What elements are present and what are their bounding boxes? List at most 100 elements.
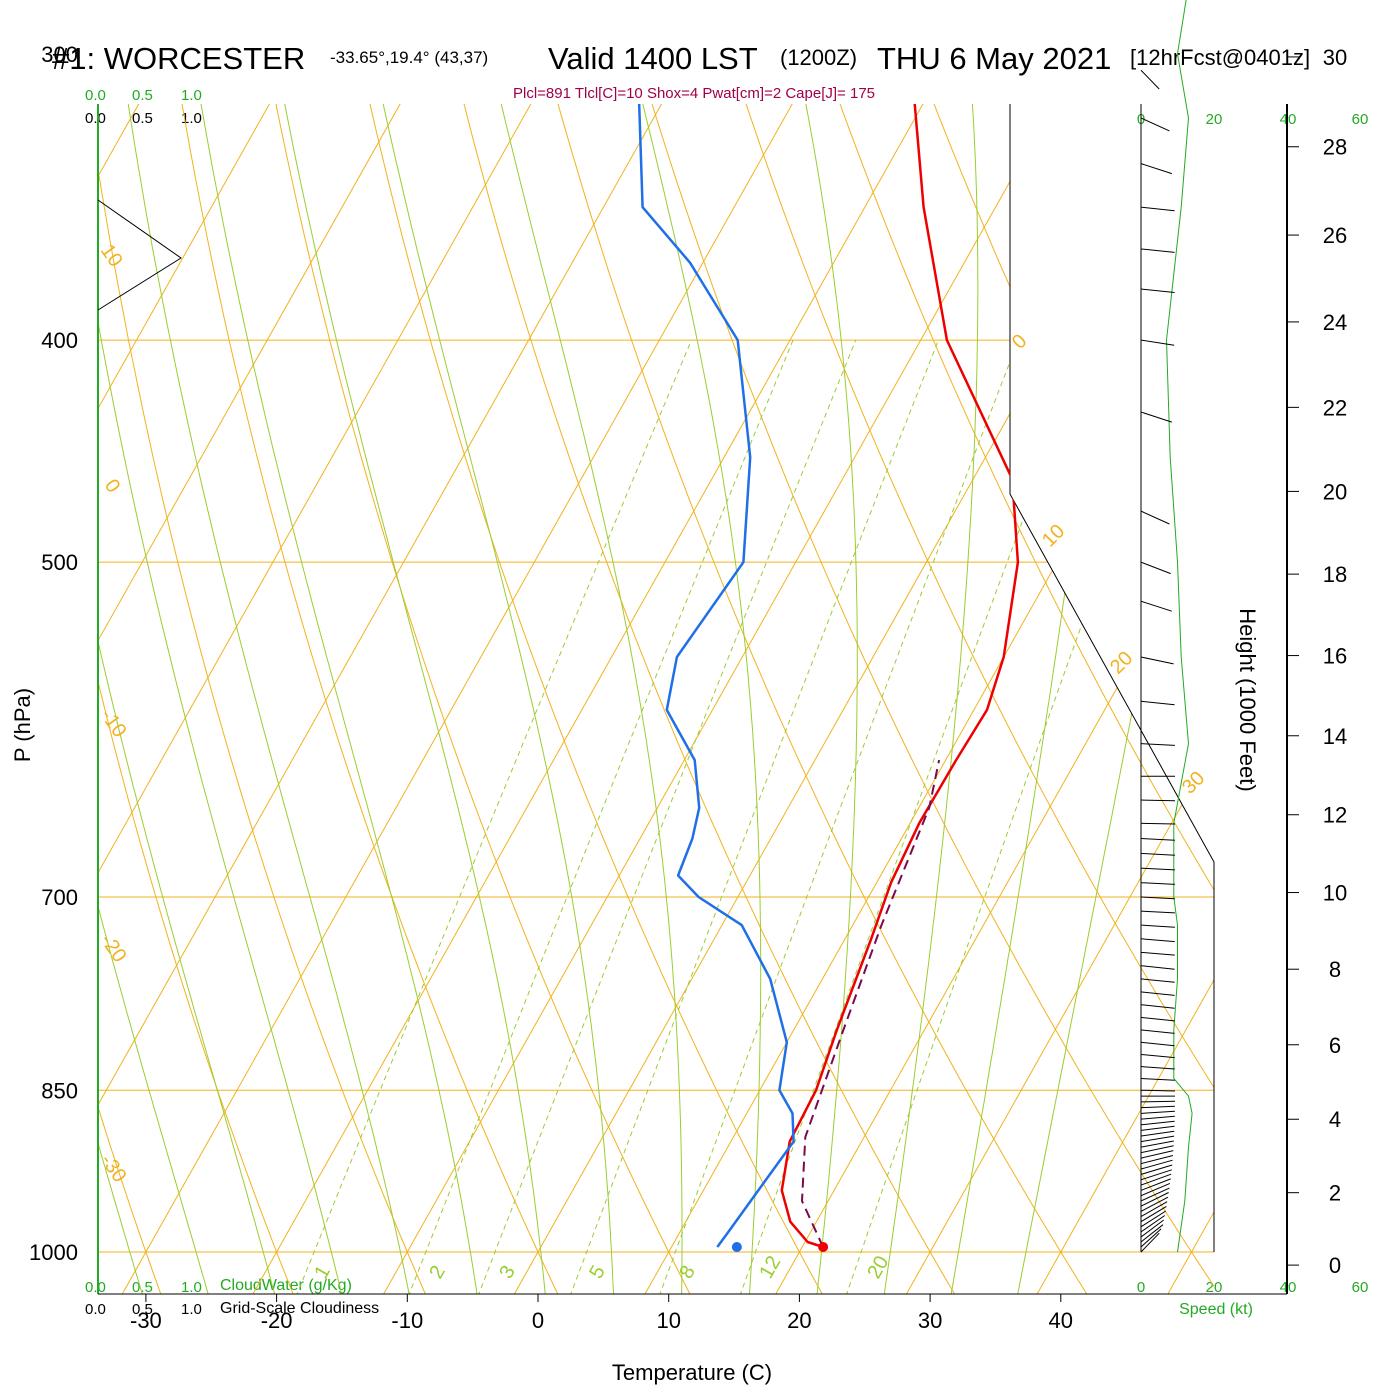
wind-barb xyxy=(1140,1232,1160,1253)
wind-barb xyxy=(1140,978,1175,983)
wind-barb xyxy=(1140,163,1172,175)
isotherm-line xyxy=(1269,0,1400,1347)
height-tick-label: 24 xyxy=(1323,310,1347,335)
wind-barb xyxy=(1140,288,1175,293)
moist-adiabat-line xyxy=(226,104,551,1294)
x-tick-label: -10 xyxy=(391,1308,423,1333)
wind-barb xyxy=(1140,206,1175,212)
wind-barb xyxy=(1140,1192,1169,1207)
x-tick-label: 40 xyxy=(1049,1308,1073,1333)
speed-tick-top-60: 60 xyxy=(1352,111,1369,128)
wind-barb xyxy=(1140,700,1175,706)
x-tick-label: 30 xyxy=(918,1308,942,1333)
mixing-ratio-line xyxy=(275,339,692,1294)
wind-barb xyxy=(1140,1201,1168,1217)
moist-adiabat-line xyxy=(98,104,224,1294)
wind-speed-profile xyxy=(1165,0,1193,1253)
dewpoint-profile xyxy=(494,104,795,1248)
wind-barb xyxy=(1140,1150,1174,1159)
wind-barb xyxy=(1140,951,1175,956)
dry-adiabat-line xyxy=(0,0,46,1347)
speed-tick-top-20: 20 xyxy=(1206,111,1223,128)
wind-barb xyxy=(1140,1182,1171,1197)
mixing-ratio-label: 8 xyxy=(675,1262,700,1283)
wind-barb xyxy=(1140,1125,1175,1131)
wind-barb xyxy=(1140,1145,1174,1154)
wind-barb xyxy=(1140,1016,1175,1022)
dry-adiabat-label: 0 xyxy=(100,475,124,497)
isotherm-line xyxy=(1006,104,1214,1294)
cloudiness-tick-3: 1.0 xyxy=(181,1301,202,1318)
isotherm-line xyxy=(98,104,918,1294)
cloudiness-marker xyxy=(97,199,182,311)
wind-barb xyxy=(1140,510,1170,525)
wind-barb xyxy=(1140,1164,1173,1175)
cloud-tick-black-2: 0.5 xyxy=(132,110,153,127)
wind-barb xyxy=(1140,1155,1174,1165)
dry-adiabat-line xyxy=(641,104,1214,1294)
y-axis-label: P (hPa) xyxy=(10,688,35,762)
height-tick-label: 22 xyxy=(1323,395,1347,420)
wind-barb xyxy=(1140,1205,1167,1223)
wind-barb xyxy=(1140,1029,1175,1034)
mixing-ratio-label: 2 xyxy=(425,1262,450,1283)
cloud-tick-green-3: 1.0 xyxy=(181,87,202,104)
x-tick-label: -30 xyxy=(130,1308,162,1333)
wind-barb xyxy=(1140,1140,1174,1148)
wind-barb xyxy=(1140,339,1175,346)
cloud-scale-top: 0.0 0.5 1.0 0.0 0.5 1.0 xyxy=(85,87,202,127)
height-tick-label: 8 xyxy=(1329,957,1341,982)
moist-adiabat-line xyxy=(725,104,858,1294)
moist-adiabat-line xyxy=(1006,104,1214,1294)
surface-dewpoint-dot xyxy=(731,1242,742,1253)
mixing-ratio-line xyxy=(458,339,857,1294)
pressure-tick-label: 1000 xyxy=(29,1240,78,1265)
height-tick-label: 26 xyxy=(1323,223,1347,248)
plot-frame xyxy=(97,104,1288,1295)
wind-barb xyxy=(1140,991,1175,996)
moist-adiabat-line xyxy=(98,104,289,1294)
surface-markers xyxy=(731,1242,829,1253)
x-tick-label: 20 xyxy=(787,1308,811,1333)
temperature-profile xyxy=(780,104,1020,1249)
station-title: #1: WORCESTER xyxy=(52,41,305,76)
wind-barb xyxy=(1140,852,1175,856)
wind-barb xyxy=(1140,1210,1167,1228)
wind-barb xyxy=(1140,1228,1162,1248)
height-tick-label: 10 xyxy=(1323,881,1347,906)
height-tick-label: 18 xyxy=(1323,562,1347,587)
wind-barb xyxy=(1140,1224,1164,1243)
wind-barb xyxy=(1140,837,1175,841)
height-axis-label: Height (1000 Feet) xyxy=(1235,608,1260,791)
coords-label: -33.65°,19.4° (43,37) xyxy=(330,48,488,67)
dry-adiabat-line xyxy=(386,104,987,1294)
cloudiness-tick-1: 0.0 xyxy=(85,1301,106,1318)
wind-barb xyxy=(1140,1135,1175,1143)
dry-adiabat-label: -20 xyxy=(96,930,131,966)
speed-axis-label: Speed (kt) xyxy=(1179,1301,1253,1318)
dry-adiabat-line xyxy=(895,104,1214,1294)
moist-adiabat-line xyxy=(98,104,420,1294)
wind-barb xyxy=(1140,248,1175,253)
wind-barb xyxy=(1140,1130,1175,1137)
cloud-scale-bottom: 0.0 0.5 1.0 CloudWater (g/Kg) 0.0 0.5 1.… xyxy=(85,1277,379,1318)
pressure-tick-label: 700 xyxy=(41,885,78,910)
pressure-tick-label: 400 xyxy=(41,328,78,353)
dry-adiabat-line xyxy=(810,104,1214,1294)
x-tick-label: -20 xyxy=(261,1308,293,1333)
utc-time: (1200Z) xyxy=(780,45,857,70)
pressure-tick-label: 500 xyxy=(41,550,78,575)
mixing-ratio-line xyxy=(388,339,794,1294)
wind-barb xyxy=(1140,1169,1172,1181)
wind-barb xyxy=(1140,938,1175,943)
isotherm-line xyxy=(1137,104,1214,1294)
height-tick-label: 16 xyxy=(1323,644,1347,669)
height-tick-label: 0 xyxy=(1329,1253,1341,1278)
isotherm-line xyxy=(98,104,657,1294)
dry-adiabat-label: -10 xyxy=(96,705,131,741)
mixing-ratio-line xyxy=(828,339,1186,1294)
plot-right-boundary xyxy=(1009,104,1215,1252)
wind-barb xyxy=(1140,1089,1176,1092)
speed-tick-bottom-20: 20 xyxy=(1206,1279,1223,1296)
